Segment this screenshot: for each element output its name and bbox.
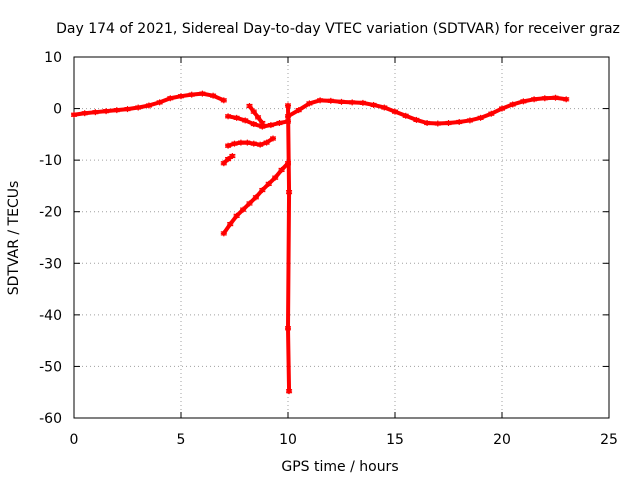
plot-frame <box>73 56 610 419</box>
x-tick-label: 20 <box>493 432 511 448</box>
y-tick-label: -50 <box>39 359 62 375</box>
series-short-segment <box>220 153 236 167</box>
series-arc <box>246 102 266 127</box>
y-tick-label: -30 <box>39 256 62 272</box>
y-tick-label: -40 <box>39 308 62 324</box>
x-tick-label: 5 <box>177 432 186 448</box>
axis-ticks <box>73 56 610 419</box>
y-tick-label: -20 <box>39 205 62 221</box>
data-point <box>563 96 570 103</box>
x-axis-label: GPS time / hours <box>281 459 398 475</box>
x-tick-labels: 0 5 10 15 20 25 <box>70 432 618 448</box>
data-point <box>229 153 236 160</box>
series-main <box>71 90 227 118</box>
trace-segment <box>286 326 292 394</box>
y-tick-label: -60 <box>39 411 62 427</box>
series-diagonal <box>220 160 291 237</box>
y-tick-labels: 10 0 -10 -20 -30 -40 -50 -60 <box>39 50 62 427</box>
data-point <box>220 97 227 104</box>
x-tick-label: 10 <box>279 432 297 448</box>
data-point <box>286 388 293 395</box>
x-tick-label: 0 <box>70 432 79 448</box>
data-point <box>270 135 277 142</box>
y-tick-label: 0 <box>53 102 62 118</box>
y-axis-label: SDTVAR / TECUs <box>6 181 22 296</box>
trace-segment <box>286 103 292 195</box>
trace-segment <box>264 136 276 145</box>
trace-segment <box>211 93 226 103</box>
data-point <box>259 120 266 127</box>
grid <box>74 57 609 418</box>
x-tick-label: 15 <box>386 432 404 448</box>
y-tick-label: -10 <box>39 153 62 169</box>
data-points <box>71 90 570 395</box>
y-tick-label: 10 <box>44 50 62 66</box>
trace-segment <box>286 190 292 331</box>
series-evening <box>285 94 570 127</box>
series-outliers <box>285 102 293 395</box>
chart-title: Day 174 of 2021, Sidereal Day-to-day VTE… <box>56 21 620 37</box>
x-tick-label: 25 <box>600 432 618 448</box>
series-lower-band <box>225 135 277 149</box>
trace-segment <box>256 115 265 126</box>
